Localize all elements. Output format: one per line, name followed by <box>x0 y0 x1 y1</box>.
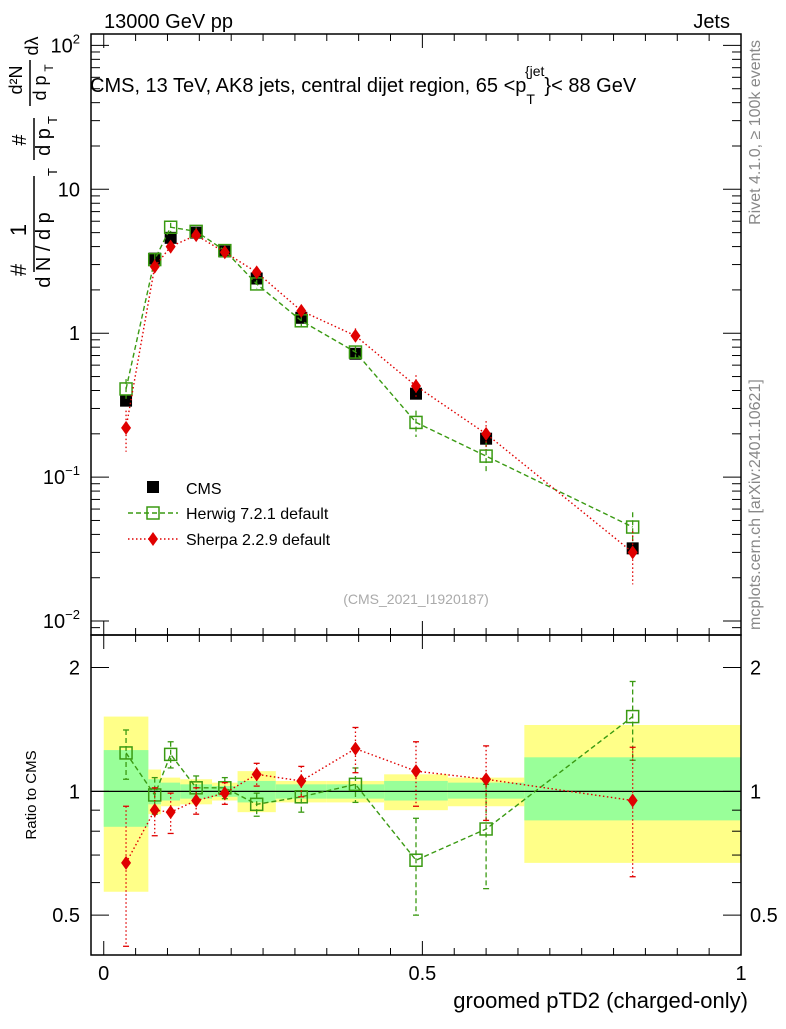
legend-herwig-label: Herwig 7.2.1 default <box>186 506 329 523</box>
analysis-label: (CMS_2021_I1920187) <box>343 591 489 607</box>
ratio-y-tick-label-left-1: 1 <box>69 781 80 803</box>
header-right: Jets <box>693 11 730 33</box>
series-1-point-7 <box>348 345 363 359</box>
legend-cms-marker <box>147 481 159 493</box>
ratio-y-axis-label: Ratio to CMS <box>23 750 40 839</box>
y-tick-base-3: 10 <box>58 179 80 201</box>
ylabel-hash-1: # <box>6 263 31 276</box>
ratio-series-1-point-8 <box>409 853 423 867</box>
y-tick-label-1: 10−1 <box>43 463 80 489</box>
legend-sherpa-marker <box>148 532 158 546</box>
ylabel-one: 1 <box>6 224 31 236</box>
ratio-series-1-point-5 <box>249 797 264 812</box>
ratio-panel-frame <box>90 634 742 956</box>
ratio-y-tick-label-left-0: 0.5 <box>52 905 80 927</box>
x-axis-label: groomed pTD2 (charged-only) <box>453 988 748 1013</box>
ratio-y-tick-label-right-2: 2 <box>750 658 761 680</box>
title-main: CMS, 13 TeV, AK8 jets, central dijet reg… <box>90 63 637 107</box>
rivet-label: Rivet 4.1.0, ≥ 100k events <box>747 40 764 225</box>
series-1-point-2 <box>163 220 178 234</box>
mcplots-label: mcplots.cern.ch [arXiv:2401.10621] <box>747 379 764 630</box>
ylabel-t-sub-1: T <box>45 168 60 176</box>
header-left: 13000 GeV pp <box>104 11 233 33</box>
x-tick-label-1: 0.5 <box>408 963 436 985</box>
series-2-point-0 <box>121 420 132 435</box>
x-tick-label-0: 0 <box>98 963 109 985</box>
title-sub-t: T <box>526 91 535 107</box>
main-panel-series <box>119 220 640 585</box>
series-0-point-8 <box>410 387 422 400</box>
title-sup-jet: {jet <box>525 63 545 79</box>
y-tick-exp-1: −1 <box>65 463 80 478</box>
y-tick-label-3: 10 <box>58 179 80 201</box>
ratio-series-2-point-5 <box>251 767 262 782</box>
y-tick-label-2: 1 <box>69 323 80 345</box>
ylabel-dn-dpt: d N / d p <box>33 212 55 288</box>
series-1-point-0 <box>119 382 133 396</box>
ratio-series-2-point-8 <box>411 764 421 779</box>
ratio-y-tick-label-right-0: 0.5 <box>750 905 778 927</box>
y-tick-label-4: 102 <box>51 31 80 57</box>
ratio-series-1-point-0 <box>119 746 133 760</box>
ratio-series-2-point-3 <box>191 793 202 808</box>
series-2-point-5 <box>251 265 262 280</box>
ratio-series-2-point-10 <box>627 793 638 808</box>
ylabel-t-sub-2: T <box>45 116 60 124</box>
ratio-y-tick-label-right-1: 1 <box>750 781 761 803</box>
series-1-point-9 <box>479 449 493 463</box>
series-2-point-7 <box>350 328 361 343</box>
ylabel-dpt-3: d p <box>30 75 50 100</box>
series-2-point-3 <box>191 228 202 243</box>
title-tail: }< 88 GeV <box>544 75 636 97</box>
ylabel-dlambda: dλ <box>22 36 42 55</box>
series-2-point-9 <box>481 426 492 441</box>
ylabel-dpt: d p <box>33 128 55 156</box>
legend-herwig-marker <box>146 506 160 520</box>
y-tick-base-1: 10 <box>43 467 65 489</box>
ylabel-hash-2: # <box>9 134 31 146</box>
y-tick-exp-4: 2 <box>73 31 80 46</box>
ylabel-d2n: d²N <box>6 65 26 94</box>
ratio-series-2-point-9 <box>481 772 492 787</box>
y-tick-base-4: 10 <box>51 35 73 57</box>
ratio-series-2-point-7 <box>350 741 361 756</box>
axes-frames <box>90 33 742 956</box>
y-tick-base-0: 10 <box>43 611 65 633</box>
plot-title: CMS, 13 TeV, AK8 jets, central dijet reg… <box>90 63 637 107</box>
x-tick-label-2: 1 <box>735 963 746 985</box>
series-2-point-8 <box>411 378 421 393</box>
y-tick-exp-0: −2 <box>65 607 80 622</box>
ratio-series-2-point-2 <box>165 805 176 820</box>
series-2-point-10 <box>627 545 638 560</box>
legend-sherpa-label: Sherpa 2.2.9 default <box>186 532 331 549</box>
ratio-y-tick-label-left-2: 2 <box>69 658 80 680</box>
ratio-series-2-point-0 <box>121 855 132 870</box>
legend-cms-label: CMS <box>186 481 222 498</box>
legend: CMS Herwig 7.2.1 default Sherpa 2.2.9 de… <box>128 481 331 549</box>
series-1-point-8 <box>409 415 423 430</box>
ratio-series-1-point-7 <box>348 777 363 792</box>
series-2-point-6 <box>296 303 307 318</box>
ratio-series-1-point-10 <box>625 709 640 724</box>
ratio-series-1-point-2 <box>163 747 178 762</box>
title-main-text: CMS, 13 TeV, AK8 jets, central dijet reg… <box>90 75 526 97</box>
main-y-axis-label: # 1 d N / d p T # d p T d²N d p T dλ <box>6 36 60 287</box>
ratio-series-1-point-9 <box>479 822 493 836</box>
ratio-series-2-point-1 <box>149 803 160 818</box>
series-0-point-0 <box>120 394 133 407</box>
y-tick-base-2: 1 <box>69 323 80 345</box>
ratio-series-2-point-6 <box>296 773 307 788</box>
ylabel-t-sub-3: T <box>42 64 56 72</box>
series-2-point-2 <box>165 239 176 254</box>
y-tick-label-0: 10−2 <box>43 607 80 633</box>
series-2-point-1 <box>149 259 160 274</box>
ratio-panel-series <box>119 680 640 947</box>
series-2-point-4 <box>219 245 230 260</box>
series-1-point-10 <box>625 520 640 534</box>
ratio-series-2-point-4 <box>219 786 230 801</box>
